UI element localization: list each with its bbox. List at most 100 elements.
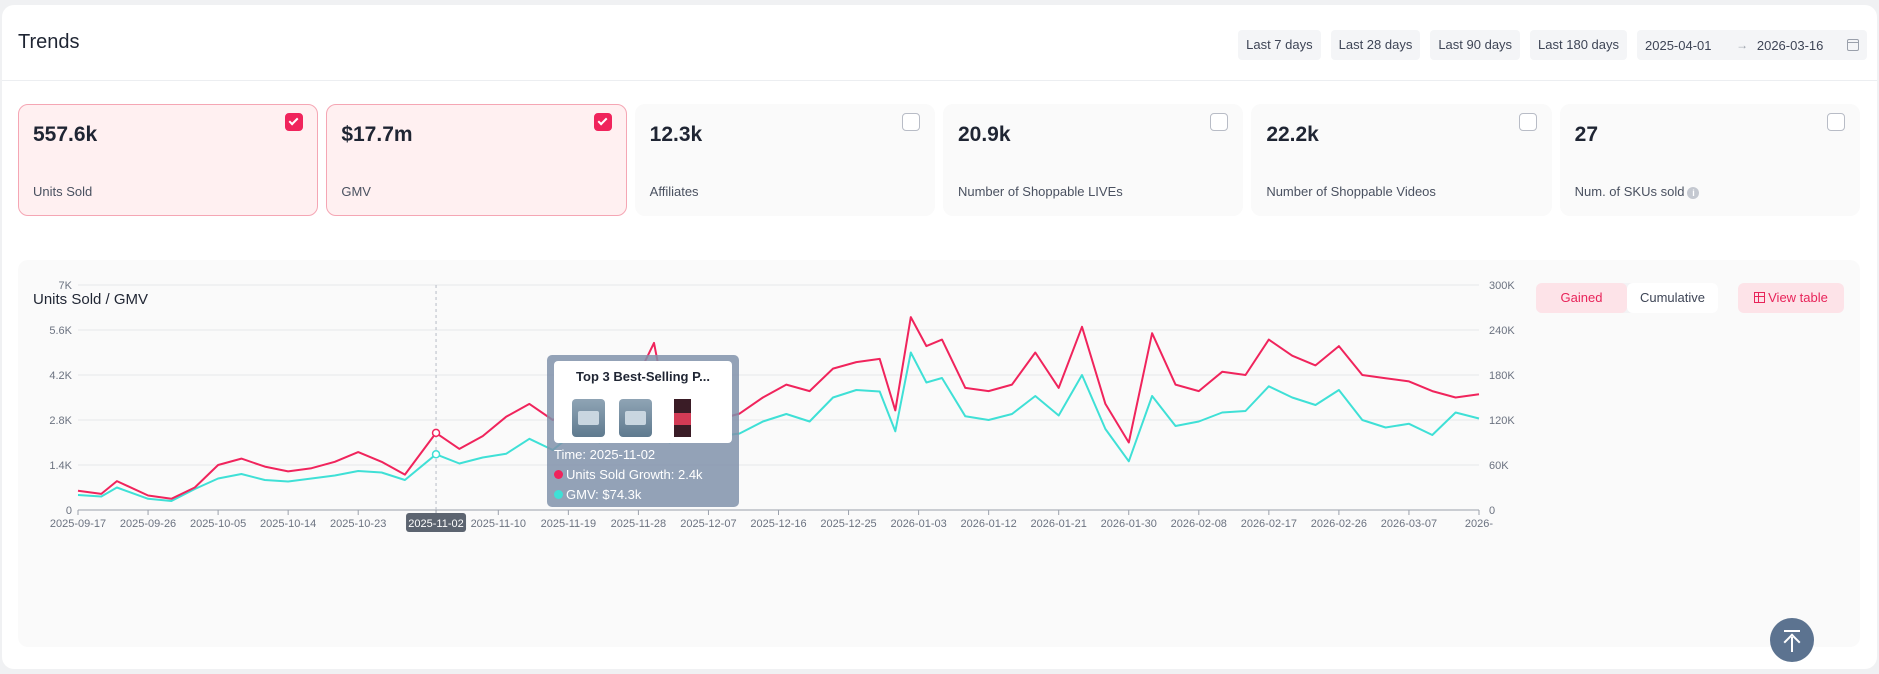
product-image-2[interactable] <box>619 399 652 437</box>
metric-card-shoppable-lives[interactable]: 20.9k Number of Shoppable LIVEs <box>942 104 1244 216</box>
range-28-days-button[interactable]: Last 28 days <box>1330 30 1421 60</box>
gained-tab[interactable]: Gained <box>1536 283 1627 313</box>
product-image-1[interactable] <box>572 399 605 437</box>
x-tick-label: 2025-12-07 <box>680 518 736 530</box>
tooltip-time: Time: 2025-11-02 <box>554 447 656 462</box>
x-tick-label: 2025-12-25 <box>820 518 876 530</box>
metric-label: Number of Shoppable Videos <box>1266 184 1436 199</box>
metric-label: Affiliates <box>649 184 699 199</box>
x-tick-label: 2026-02-08 <box>1171 518 1227 530</box>
x-tick-label: 2026- <box>1465 518 1493 530</box>
y-left-tick-label: 4.2K <box>49 370 72 382</box>
metric-card-affiliates[interactable]: 12.3k Affiliates <box>634 104 935 216</box>
metric-label: Number of Shoppable LIVEs <box>957 184 1123 199</box>
y-left-tick-label: 7K <box>59 280 73 292</box>
range-90-days-button[interactable]: Last 90 days <box>1430 30 1521 60</box>
checkbox-checked-icon[interactable] <box>285 113 304 131</box>
tooltip-title: Top 3 Best-Selling P... <box>576 369 710 384</box>
checkbox-icon[interactable] <box>1518 113 1537 131</box>
x-tick-label: 2025-11-28 <box>611 518 666 530</box>
y-right-tick-label: 60K <box>1489 460 1509 472</box>
metric-value: $17.7m <box>341 123 413 146</box>
y-right-tick-label: 300K <box>1489 280 1515 292</box>
line-chart[interactable]: 0 0 1.4K 60K 2.8K 120K 4.2K 180K 5.6K 240K 7K 300K 2… <box>2 5 1877 669</box>
metric-card-gmv[interactable]: $17.7m GMV <box>326 104 627 216</box>
x-tick-label: 2025-11-02 <box>408 518 463 530</box>
metric-label: Num. of SKUs sold i <box>1575 184 1700 199</box>
arrow-right-icon: → <box>1736 38 1749 52</box>
header: Trends Last 7 days Last 28 days Last 90 … <box>2 5 1877 81</box>
range-180-days-button[interactable]: Last 180 days <box>1530 30 1627 60</box>
gmv-legend-dot <box>554 490 563 499</box>
y-left-tick-label: 0 <box>66 505 72 517</box>
metric-value: 557.6k <box>33 123 98 146</box>
chart-title: Units Sold / GMV <box>33 291 149 308</box>
y-right-tick-label: 120K <box>1489 415 1515 427</box>
checkbox-icon[interactable] <box>1210 113 1229 131</box>
scroll-to-top-button[interactable] <box>1770 618 1814 662</box>
units-sold-line <box>77 316 1480 500</box>
metric-label: GMV <box>341 184 371 199</box>
x-highlight-badge <box>406 513 467 532</box>
cumulative-tab[interactable]: Cumulative <box>1627 283 1718 313</box>
y-left-tick-label: 2.8K <box>49 415 72 427</box>
metric-value: 20.9k <box>957 123 1011 146</box>
chart-panel: Units Sold / GMV Gained Cumulative View … <box>18 260 1860 647</box>
view-table-label: View table <box>1768 290 1828 305</box>
metric-value: 22.2k <box>1266 123 1319 146</box>
x-tick-label: 2026-01-21 <box>1031 518 1087 530</box>
product-thumbnails <box>572 399 699 437</box>
calendar-icon[interactable] <box>1847 39 1860 51</box>
trends-page: Trends Last 7 days Last 28 days Last 90 … <box>2 5 1877 669</box>
metric-label: Units Sold <box>33 184 93 199</box>
y-right-tick-label: 0 <box>1489 505 1495 517</box>
top-bar-icon <box>1784 630 1800 632</box>
range-7-days-button[interactable]: Last 7 days <box>1238 30 1321 60</box>
gained-cumulative-toggle: Gained Cumulative <box>1536 283 1718 313</box>
tooltip-units-text: Units Sold Growth: 2.4k <box>566 467 703 482</box>
metric-value: 27 <box>1574 123 1598 146</box>
start-date[interactable]: 2025-04-01 <box>1645 37 1712 53</box>
x-tick-label: 2025-09-26 <box>120 518 176 530</box>
y-left-tick-label: 1.4K <box>49 460 72 472</box>
y-left-tick-label: 5.6K <box>49 325 72 337</box>
checkbox-icon[interactable] <box>1826 113 1845 131</box>
date-range-controls: Last 7 days Last 28 days Last 90 days La… <box>1238 30 1867 60</box>
x-tick-label: 2026-02-26 <box>1311 518 1367 530</box>
units-sold-hover-point <box>431 428 441 438</box>
units-legend-dot <box>554 470 563 479</box>
metric-card-skus-sold[interactable]: 27 Num. of SKUs sold i <box>1559 104 1860 216</box>
metric-card-shoppable-videos[interactable]: 22.2k Number of Shoppable Videos <box>1251 104 1552 216</box>
x-tick-label: 2025-12-16 <box>750 518 806 530</box>
x-tick-label: 2026-02-17 <box>1241 518 1297 530</box>
product-image-3[interactable] <box>666 399 699 437</box>
gmv-hover-point <box>431 450 441 459</box>
x-tick-label: 2026-01-03 <box>890 518 946 530</box>
x-tick-label: 2026-03-07 <box>1381 518 1437 530</box>
page-title: Trends <box>18 31 80 53</box>
x-tick-label: 2025-11-19 <box>541 518 596 530</box>
gmv-line <box>77 351 1480 502</box>
y-right-tick-label: 180K <box>1489 370 1515 382</box>
y-right-tick-label: 240K <box>1489 325 1515 337</box>
checkbox-checked-icon[interactable] <box>593 113 612 131</box>
table-icon <box>1754 292 1766 303</box>
view-table-button[interactable]: View table <box>1738 283 1844 313</box>
x-tick-label: 2025-11-10 <box>471 518 526 530</box>
x-tick-label: 2026-01-30 <box>1101 518 1157 530</box>
x-tick-label: 2025-10-14 <box>260 518 316 530</box>
metric-value: 12.3k <box>649 123 703 146</box>
x-tick-label: 2026-01-12 <box>961 518 1017 530</box>
tooltip-gmv: GMV: $74.3k <box>554 487 641 502</box>
checkbox-icon[interactable] <box>901 113 920 131</box>
x-tick-label: 2025-10-05 <box>190 518 246 530</box>
end-date[interactable]: 2026-03-16 <box>1756 37 1824 53</box>
tooltip-gmv-text: GMV: $74.3k <box>566 487 642 502</box>
tooltip-products: Top 3 Best-Selling P... <box>554 361 732 443</box>
x-tick-label: 2025-09-17 <box>50 518 106 530</box>
tooltip-units: Units Sold Growth: 2.4k <box>554 467 703 482</box>
info-icon[interactable]: i <box>1687 186 1700 199</box>
metric-card-units-sold[interactable]: 557.6k Units Sold <box>18 104 319 216</box>
metric-label-text: Num. of SKUs sold <box>1574 184 1685 199</box>
date-range-picker[interactable]: 2025-04-01 → 2026-03-16 <box>1637 30 1867 60</box>
